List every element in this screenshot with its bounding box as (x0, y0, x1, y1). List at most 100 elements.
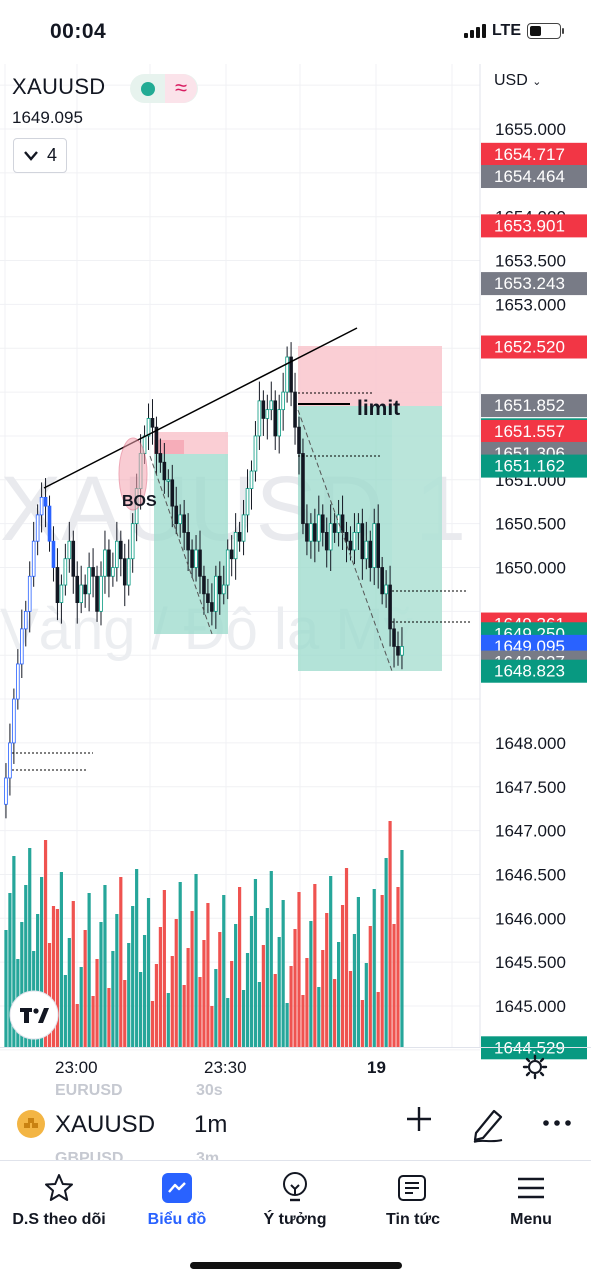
candle-body (281, 391, 285, 411)
volume-bars (4, 821, 404, 1047)
price-tick-label: 1647.500 (495, 778, 566, 797)
candle-body (190, 549, 194, 568)
chart-settings-gear-icon[interactable] (522, 1054, 548, 1087)
volume-bar (131, 906, 135, 1047)
candle-body (202, 575, 206, 595)
plus-icon[interactable] (404, 1104, 434, 1143)
tab-ideas[interactable]: Ý tưởng (236, 1171, 354, 1229)
candle-body (95, 575, 99, 612)
candle-body (4, 777, 8, 805)
symbol-name[interactable]: XAUUSD (12, 74, 106, 99)
tab-news[interactable]: Tin tức (354, 1171, 472, 1229)
candle-body (217, 575, 222, 595)
candle-body (75, 575, 80, 603)
candle-body (400, 646, 404, 656)
more-icon[interactable] (541, 1108, 573, 1145)
tab-label: D.S theo dõi (12, 1211, 106, 1228)
trend-line[interactable] (43, 327, 358, 489)
symbol-last-price: 1649.095 (12, 108, 83, 127)
tab-menu[interactable]: Menu (472, 1171, 590, 1229)
price-axis[interactable]: 1655.0001654.0001653.5001653.0001651.000… (495, 120, 566, 1016)
volume-bar (59, 872, 63, 1047)
volume-bar (226, 998, 230, 1047)
volume-bar (261, 945, 265, 1047)
candle-body (150, 418, 155, 428)
limit-label[interactable]: limit (357, 397, 400, 420)
candle-body (182, 514, 186, 533)
volume-bar (55, 909, 60, 1047)
candle-body (55, 567, 60, 603)
volume-bar (63, 975, 67, 1047)
volume-bar (289, 966, 293, 1047)
price-tick-label: 1646.500 (495, 865, 566, 884)
drawings[interactable]: BOS limit (12, 327, 470, 771)
price-tick-label: 1647.000 (495, 822, 566, 841)
chevron-down-icon: ⌄ (532, 76, 542, 88)
candle-body (368, 540, 373, 568)
volume-bar (313, 884, 317, 1047)
volume-bar (285, 1003, 289, 1047)
candle-body (253, 435, 258, 472)
tab-chart[interactable]: Biểu đồ (118, 1171, 236, 1229)
currency-select[interactable]: USD ⌄ (494, 72, 541, 90)
price-tag-label: 1651.557 (494, 422, 565, 441)
symbol-header[interactable]: XAUUSD (12, 74, 106, 100)
candle-body (162, 461, 167, 481)
candle-body (313, 523, 317, 542)
volume-bar (238, 887, 242, 1047)
volume-bar (368, 926, 372, 1047)
candle-body (16, 663, 20, 700)
volume-bar (249, 916, 254, 1047)
pen-icon[interactable] (470, 1105, 506, 1148)
volume-bar (392, 924, 396, 1047)
candle-body (392, 628, 396, 647)
volume-bar (253, 879, 258, 1047)
candle-body (328, 523, 333, 551)
tab-watchlist[interactable]: D.S theo dõi (0, 1171, 118, 1229)
volume-bar (245, 953, 250, 1047)
candle-body (233, 532, 238, 560)
candle-body (285, 356, 289, 393)
volume-bar (107, 988, 111, 1047)
volume-bar (12, 856, 16, 1047)
volume-bar (4, 930, 8, 1047)
candle-body (59, 584, 64, 603)
network-label: LTE (491, 22, 521, 39)
candle-body (170, 479, 175, 507)
candle-body (320, 514, 325, 533)
delay-wave-icon: ≈ (165, 74, 197, 103)
price-tick-label: 1650.500 (495, 515, 566, 534)
volume-bar (301, 995, 305, 1047)
price-tag-label: 1652.520 (494, 337, 565, 356)
price-tick-label: 1646.000 (495, 909, 566, 928)
chart-area[interactable]: XAUUSD 1 Vàng / Đô la Mỹ BOS (0, 64, 591, 1088)
volume-bar (95, 959, 99, 1047)
candle-body (103, 549, 107, 577)
volume-bar (309, 921, 313, 1047)
tab-label: Tin tức (386, 1211, 440, 1228)
candle-body (396, 646, 400, 656)
candle-body (23, 610, 28, 630)
volume-bar (43, 840, 48, 1047)
market-status-pill[interactable]: ≈ (130, 74, 198, 103)
volume-bar (202, 940, 206, 1047)
volume-bar (139, 972, 143, 1047)
indicators-toggle-button[interactable]: 4 (13, 138, 67, 173)
volume-bar (329, 876, 333, 1047)
price-tick-label: 1645.000 (495, 997, 566, 1016)
short-position-stop-zone[interactable] (298, 346, 442, 406)
bos-label[interactable]: BOS (122, 493, 157, 510)
price-tick-label: 1648.000 (495, 734, 566, 753)
toolbar-interval-button[interactable]: 1m (194, 1111, 228, 1138)
bos-highlight-ellipse[interactable] (118, 437, 148, 511)
position-zones[interactable] (154, 346, 442, 671)
volume-bar (222, 895, 226, 1047)
candle-body (293, 391, 297, 428)
price-tick-label: 1653.000 (495, 295, 566, 314)
tradingview-logo[interactable] (9, 990, 59, 1040)
candle-body (83, 584, 87, 595)
candle-body (364, 540, 369, 560)
toolbar-symbol-button[interactable]: XAUUSD (55, 1111, 156, 1138)
chart-canvas[interactable]: XAUUSD 1 Vàng / Đô la Mỹ BOS (0, 64, 591, 1088)
volume-bar (380, 895, 384, 1047)
